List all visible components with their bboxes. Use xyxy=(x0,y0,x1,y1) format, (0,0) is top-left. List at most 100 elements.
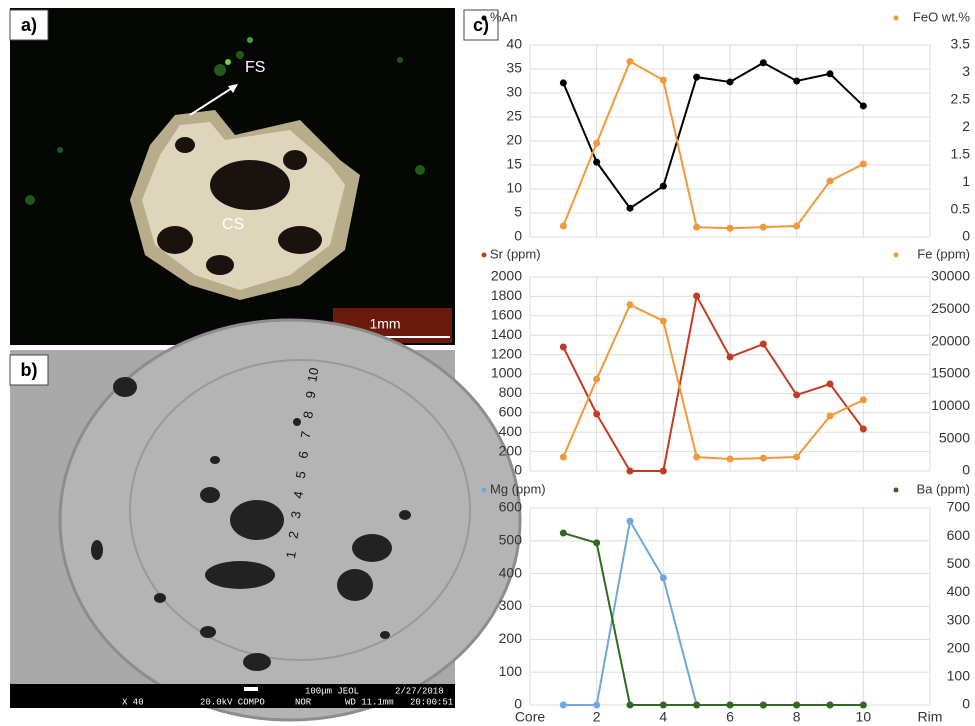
series-line xyxy=(563,518,864,706)
panel-label-box xyxy=(463,9,499,41)
y2-tick-label: 10000 xyxy=(931,397,970,413)
x-tick-label: 6 xyxy=(726,709,734,725)
y2-tick-label: 600 xyxy=(947,527,971,543)
data-point xyxy=(693,223,701,231)
y2-tick-label: 0.5 xyxy=(951,200,971,216)
y-tick-label: 0 xyxy=(514,696,522,712)
legend-label: FeO wt.% xyxy=(913,9,971,24)
data-point xyxy=(659,76,667,84)
legend-marker xyxy=(893,487,899,493)
y2-tick-label: 500 xyxy=(947,555,971,571)
y2-tick-label: 0 xyxy=(962,228,970,244)
point-number: 1 xyxy=(283,550,299,560)
series-line xyxy=(562,60,864,230)
panel-label: b) xyxy=(21,360,38,380)
zone xyxy=(129,359,471,661)
y-tick-label: 30 xyxy=(506,84,522,100)
y-tick-label: 20 xyxy=(506,132,522,148)
data-point xyxy=(593,158,601,166)
data-point xyxy=(793,391,801,399)
y2-tick-label: 0 xyxy=(962,696,970,712)
data-point xyxy=(659,467,667,475)
legend-label: Fe (ppm) xyxy=(917,246,970,261)
point-number: 4 xyxy=(290,490,306,500)
y2-tick-label: 3.5 xyxy=(951,36,971,52)
data-point xyxy=(659,701,667,709)
point-number: 2 xyxy=(285,530,301,540)
data-point xyxy=(859,701,867,709)
annotation: FS xyxy=(245,59,265,76)
panel-label: c) xyxy=(473,15,489,35)
y2-tick-label: 15000 xyxy=(931,365,970,381)
y2-tick-label: 3 xyxy=(962,63,970,79)
data-point xyxy=(726,224,734,232)
y-tick-label: 2000 xyxy=(491,268,522,284)
y2-tick-label: 200 xyxy=(947,639,971,655)
y-tick-label: 1400 xyxy=(491,326,522,342)
sem-info: 20:00:51 xyxy=(410,697,453,707)
point-number: 8 xyxy=(300,410,316,420)
y2-tick-label: 400 xyxy=(947,583,971,599)
x-tick-label: 4 xyxy=(659,709,667,725)
y-tick-label: 1800 xyxy=(491,287,522,303)
x-tick-label: 10 xyxy=(856,709,872,725)
point-number: 3 xyxy=(288,510,304,520)
y-tick-label: 600 xyxy=(499,404,523,420)
y2-tick-label: 25000 xyxy=(931,300,970,316)
zone xyxy=(58,318,522,722)
sem-info: X 40 xyxy=(122,697,144,707)
data-point xyxy=(593,701,601,709)
data-point xyxy=(659,574,667,582)
sem-scale-bar xyxy=(244,687,258,691)
data-point xyxy=(559,701,567,709)
legend-label: %An xyxy=(490,9,517,24)
data-point xyxy=(726,78,734,86)
y-tick-label: 1600 xyxy=(491,307,522,323)
legend-label: Ba (ppm) xyxy=(917,481,970,496)
data-point xyxy=(693,73,701,81)
y2-tick-label: 20000 xyxy=(931,332,970,348)
data-point xyxy=(826,70,834,78)
data-point xyxy=(559,453,567,461)
data-point xyxy=(726,701,734,709)
data-point xyxy=(659,317,667,325)
sem-info: 2/27/2018 xyxy=(395,686,444,696)
y-tick-label: 500 xyxy=(499,532,523,548)
y2-tick-label: 0 xyxy=(962,462,970,478)
series-line xyxy=(562,61,865,210)
y2-tick-label: 2 xyxy=(962,118,970,134)
panel-label-box xyxy=(9,9,49,41)
y-tick-label: 5 xyxy=(514,204,522,220)
y-tick-label: 10 xyxy=(506,180,522,196)
data-point xyxy=(859,425,867,433)
legend-marker xyxy=(481,487,487,493)
series-line xyxy=(562,303,864,461)
data-point xyxy=(859,396,867,404)
data-point xyxy=(693,701,701,709)
point-number: 5 xyxy=(293,470,309,480)
series-line xyxy=(563,532,864,706)
y-tick-label: 200 xyxy=(499,630,523,646)
y-tick-label: 40 xyxy=(506,36,522,52)
sem-info: 100µm JEOL xyxy=(305,686,359,696)
data-point xyxy=(826,701,834,709)
panel-label-box xyxy=(9,354,49,386)
y-tick-label: 300 xyxy=(499,597,523,613)
x-tick-label: Rim xyxy=(918,709,943,725)
data-point xyxy=(593,539,601,547)
y2-tick-label: 30000 xyxy=(931,268,970,284)
sem-footer xyxy=(10,684,455,708)
y-tick-label: 15 xyxy=(506,156,522,172)
y2-tick-label: 700 xyxy=(947,499,971,515)
point-number: 7 xyxy=(298,430,314,440)
data-point xyxy=(626,517,634,525)
y2-tick-label: 1.5 xyxy=(951,145,971,161)
x-tick-label: 2 xyxy=(593,709,601,725)
sem-info: WD 11.1mm xyxy=(345,697,394,707)
data-point xyxy=(793,453,801,461)
data-point xyxy=(759,454,767,462)
point-number: 9 xyxy=(302,390,318,400)
y-tick-label: 1000 xyxy=(491,365,522,381)
legend-marker xyxy=(893,15,899,21)
